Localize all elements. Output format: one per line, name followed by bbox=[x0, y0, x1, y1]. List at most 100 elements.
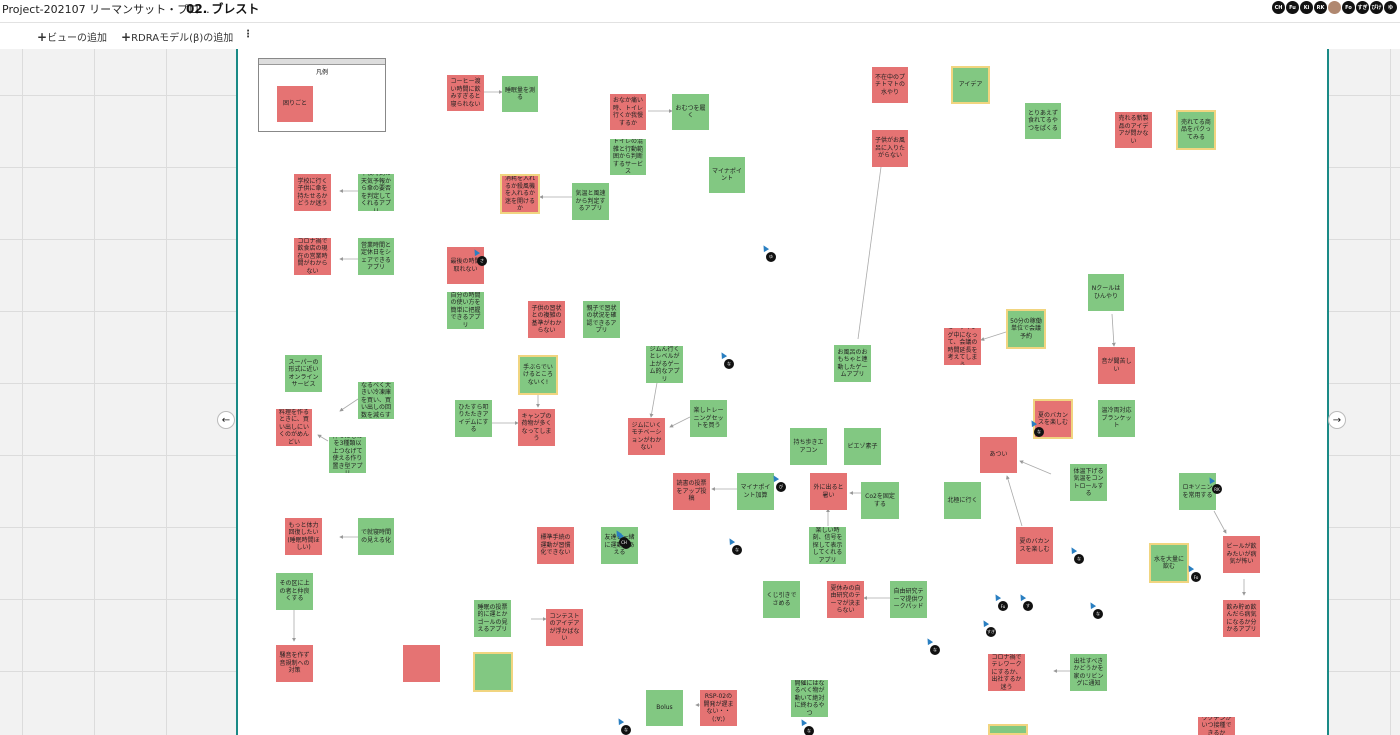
connector-lines bbox=[292, 90, 1246, 707]
sticky-note[interactable]: もっと体力回復したい(睡眠時間ほしい) bbox=[285, 518, 322, 555]
sticky-note[interactable]: 消耗を入れるか殺風機を入れるか迷を開けるか bbox=[500, 174, 540, 214]
add-view-button[interactable]: +ビューの追加 bbox=[37, 29, 107, 44]
sticky-note[interactable]: 夏休みの自由研究のテーマが決まらない bbox=[827, 581, 864, 618]
sticky-note[interactable]: RSP-02の開発が遅まない・・(;∀;) bbox=[700, 690, 737, 726]
avatar[interactable]: Fo bbox=[1342, 1, 1355, 14]
top-bar: Project-202107 リーマンサット・プロ... 02. ブレスト CH… bbox=[0, 0, 1400, 20]
sticky-note[interactable]: コーヒー渡い時間に飲みすぎると寝られない bbox=[447, 75, 484, 111]
sticky-note[interactable]: 標準手続の運動が習慣化できない bbox=[537, 527, 574, 564]
sticky-note[interactable]: アイデア bbox=[951, 66, 990, 104]
plus-icon: + bbox=[37, 30, 48, 44]
sticky-note[interactable]: 学校に行く子供に傘を持たせるかどうか迷う bbox=[294, 174, 331, 211]
sticky-note[interactable]: 水を大量に飲む bbox=[1149, 543, 1189, 583]
sticky-note[interactable]: 売れる新製品のアイデアが問かない bbox=[1115, 112, 1152, 148]
sticky-note[interactable] bbox=[473, 652, 513, 692]
sticky-note[interactable]: 睡眠量を測る bbox=[502, 76, 538, 112]
sticky-note[interactable]: で就寝時間の見える化 bbox=[358, 518, 394, 555]
sticky-note[interactable]: 楽しトレーニングセットを買う bbox=[690, 400, 727, 437]
sticky-note[interactable]: 楽しい時刻、信号を探して表示してくれるアプリ bbox=[809, 527, 846, 564]
avatar[interactable]: ゆ bbox=[1384, 1, 1397, 14]
prev-arrow-icon[interactable]: ← bbox=[217, 411, 235, 429]
sticky-note[interactable]: 外に出ると暑い bbox=[810, 473, 847, 510]
sticky-note[interactable]: Nクールはひんやり bbox=[1088, 274, 1124, 311]
avatar[interactable]: すぎ bbox=[1356, 1, 1369, 14]
avatar[interactable]: ぴけ bbox=[1370, 1, 1383, 14]
sticky-note[interactable]: ミーティング中になって、会議の時間延長を考えてしまう bbox=[944, 328, 981, 365]
sticky-note[interactable]: ジムん行くとレベルが上がるゲーム的なアプリ bbox=[646, 346, 683, 383]
sticky-note[interactable]: コロナ禍で飲食店の現在の営業時間がわからない bbox=[294, 238, 331, 275]
add-rdra-model-button[interactable]: +RDRAモデル(β)の追加 bbox=[121, 29, 233, 44]
sticky-note[interactable]: おむつを履く bbox=[672, 94, 709, 130]
sticky-note[interactable]: 不在中のプチトマトの水やり bbox=[872, 67, 908, 103]
sticky-note[interactable]: ビールが飲みたいが病気が怖い bbox=[1223, 536, 1260, 573]
sticky-note[interactable]: Co2を固定する bbox=[861, 482, 899, 519]
sticky-note[interactable]: 売れてる商品をパクってみる bbox=[1176, 110, 1216, 150]
sticky-note[interactable]: 子供がお風呂に入りたがらない bbox=[872, 130, 908, 167]
sticky-note[interactable]: 手ぶらでいけるところないく! bbox=[518, 355, 558, 395]
sticky-note[interactable]: 気温と風速から判定するアプリ bbox=[572, 183, 609, 220]
sticky-note[interactable]: 飲み貯め飲んだら病気になるか分かるアプリ bbox=[1223, 600, 1260, 637]
sticky-note[interactable] bbox=[403, 645, 440, 682]
sticky-note[interactable]: 北極に行く bbox=[944, 482, 981, 519]
user-cursor: Fu bbox=[998, 601, 1008, 611]
sticky-note[interactable]: コンテストのアイデアが浮かばない bbox=[546, 609, 583, 646]
plus-icon: + bbox=[121, 30, 132, 44]
sticky-note[interactable]: お風呂のおもちゃと連動したゲームアプリ bbox=[834, 345, 871, 382]
sticky-note[interactable]: 作ったものを3種類以上つなげて使える作り置き型アプリ bbox=[329, 437, 366, 473]
avatar[interactable]: Fu bbox=[1286, 1, 1299, 14]
user-cursor: ぴ bbox=[776, 482, 786, 492]
brainstorm-board[interactable]: 凡例 困りごと コーヒー渡い時間に飲みすぎると寝られない 睡眠量を測る おなか痛… bbox=[236, 49, 1329, 735]
more-menu-icon[interactable]: ⋮ bbox=[243, 29, 253, 40]
sticky-note[interactable]: とりあえず食れてるやつをぱくる bbox=[1025, 103, 1061, 139]
sticky-note[interactable]: マイナポイント加算 bbox=[737, 473, 774, 510]
sticky-note[interactable]: スーパーの形式に近いオンラインサービス bbox=[285, 355, 322, 392]
sticky-note[interactable]: なるべく大きい冷凍庫を買い、買い出しの回数を減らす bbox=[358, 382, 394, 419]
sticky-note[interactable]: 料理を作るときに、買い出しにいくのがめんどい bbox=[276, 409, 312, 446]
user-cursor: な bbox=[1074, 554, 1084, 564]
sticky-note[interactable]: 温冷両対応ブランケット bbox=[1098, 400, 1135, 437]
toolbar: +ビューの追加 +RDRAモデル(β)の追加 ⋮ bbox=[0, 22, 1400, 50]
user-cursor: RK bbox=[1212, 484, 1222, 494]
sticky-note[interactable]: ピエゾ素子 bbox=[844, 428, 881, 465]
sticky-note[interactable] bbox=[988, 724, 1028, 735]
sticky-note[interactable]: トイレの混雑と行動範囲から判断するサービス bbox=[610, 139, 646, 175]
sticky-note[interactable]: マイナポイント bbox=[709, 157, 745, 193]
sticky-note[interactable]: 夏のバカンスを楽しむ bbox=[1016, 527, 1053, 564]
sticky-note[interactable]: 読書の投票をアップ投稿 bbox=[673, 473, 710, 510]
sticky-note[interactable]: 子供の習状との複雑の基準がわからない bbox=[528, 301, 565, 338]
sticky-note[interactable]: コロナ禍でテレワークにするか、出社するか迷う bbox=[988, 654, 1025, 691]
avatar[interactable]: RK bbox=[1314, 1, 1327, 14]
sticky-note[interactable]: 睡眠の投票的に運とかゴールの見えるアプリ bbox=[474, 600, 511, 637]
sticky-note[interactable]: 50分の稼働単位で会議予約 bbox=[1006, 309, 1046, 349]
sticky-note[interactable]: 下校時刻の天気予報から傘の要否を判定してくれるアプリ bbox=[358, 174, 394, 211]
user-cursor: な bbox=[930, 645, 940, 655]
avatar[interactable]: CH bbox=[1272, 1, 1285, 14]
sticky-note[interactable]: その区に上の者と仲良くする bbox=[276, 573, 313, 610]
sticky-note[interactable]: 持ち歩きエアコン bbox=[790, 428, 827, 465]
sticky-note[interactable]: ジムにいくモチベーションがわかない bbox=[628, 418, 665, 455]
sticky-note[interactable]: 音が聞苦しい bbox=[1098, 347, 1135, 384]
sticky-note[interactable]: キャンプの荷物が多くなってしまう bbox=[518, 409, 555, 446]
sticky-note[interactable]: 自分の時間の使い方を簡単に把握できるアプリ bbox=[447, 292, 484, 329]
sticky-note[interactable]: 騒音を作ず音規制への対策 bbox=[276, 645, 313, 682]
sticky-note[interactable]: くじ引きでさめる bbox=[763, 581, 800, 618]
sticky-note[interactable]: 出社すべきかどうかを家のリビングに通知 bbox=[1070, 654, 1107, 691]
sticky-note[interactable]: 体温下げる気温をコントロールする bbox=[1070, 464, 1107, 501]
user-cursor: CH bbox=[619, 537, 629, 547]
sticky-note[interactable]: ワクチンがいつ接種できるか bbox=[1198, 717, 1235, 735]
sticky-note[interactable]: 自由研究テーマ提供ワークパッド bbox=[890, 581, 927, 618]
avatar[interactable]: Ki bbox=[1300, 1, 1313, 14]
legend-panel[interactable]: 凡例 困りごと bbox=[258, 58, 386, 132]
sticky-note[interactable]: 営業時間と定休日をシェアできるアプリ bbox=[358, 238, 394, 275]
project-name[interactable]: Project-202107 リーマンサット・プロ... bbox=[2, 3, 210, 16]
next-arrow-icon[interactable]: → bbox=[1328, 411, 1346, 429]
sticky-note[interactable]: Bolus bbox=[646, 690, 683, 726]
sticky-note[interactable]: ひたすら叩りたたきアイデムにする bbox=[455, 400, 492, 437]
sticky-note[interactable]: あつい bbox=[980, 437, 1017, 473]
user-cursor: Fo bbox=[1191, 572, 1201, 582]
avatar[interactable] bbox=[1328, 1, 1341, 14]
sticky-note[interactable]: 親子で習状の状況を確認できるアプリ bbox=[583, 301, 620, 338]
sticky-note[interactable]: おなか痛い時、トイレ行くか我慢するか bbox=[610, 94, 646, 130]
legend-title: 凡例 bbox=[315, 69, 328, 76]
sticky-note[interactable]: 開催にはなるべく物が動いて絶対に終わるやつ bbox=[791, 680, 828, 717]
